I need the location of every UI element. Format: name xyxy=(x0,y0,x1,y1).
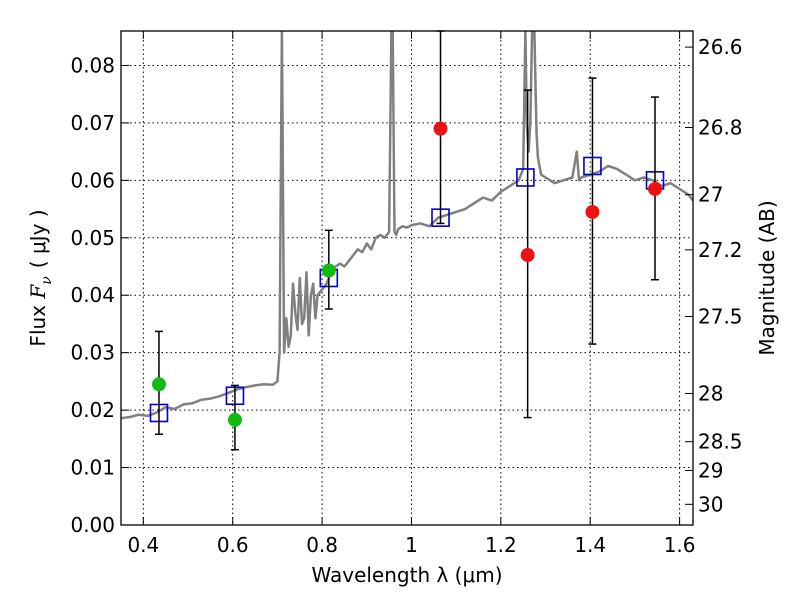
x-tick-label: 0.8 xyxy=(306,533,338,557)
y-axis-label-subscript: ν xyxy=(39,276,55,285)
data-point xyxy=(321,263,336,278)
right-tick-label: 27.2 xyxy=(698,238,743,262)
plot-frame xyxy=(120,30,694,526)
x-tick-label: 1.6 xyxy=(664,533,696,557)
right-tick-label: 26.8 xyxy=(698,116,743,140)
right-axis-label: Magnitude (AB) xyxy=(755,200,779,355)
y-tick-label: 0.06 xyxy=(70,168,115,192)
y-axis-label-unit: ( μJy ) xyxy=(26,209,50,268)
sed-model-line-group xyxy=(121,31,693,420)
data-point xyxy=(585,204,600,219)
tick-labels: 0.4 0.6 0.8 1 1.2 1.4 1.6 0.00 0.01 0.02 0.03 0.04 0… xyxy=(70,35,742,557)
y-tick-label: 0.01 xyxy=(70,456,115,480)
y-tick-label: 0.03 xyxy=(70,341,115,365)
right-tick-label: 27.5 xyxy=(698,304,743,328)
right-tick-label: 30 xyxy=(698,492,723,516)
data-point xyxy=(227,412,242,427)
y-axis-label-prefix: Flux xyxy=(26,299,50,347)
x-tick-label: 0.4 xyxy=(127,533,159,557)
y-tick-label: 0.08 xyxy=(70,53,115,77)
data-points-group xyxy=(151,121,663,427)
axis-ticks xyxy=(121,31,693,526)
x-tick-label: 1.2 xyxy=(485,533,517,557)
data-point xyxy=(433,121,448,136)
data-point xyxy=(648,181,663,196)
y-tick-label: 0.05 xyxy=(70,226,115,250)
model-photometry-square xyxy=(516,168,535,187)
data-point xyxy=(151,377,166,392)
y-tick-label: 0.02 xyxy=(70,398,115,422)
right-tick-label: 26.6 xyxy=(698,35,743,59)
right-tick-label: 27 xyxy=(698,183,723,207)
data-point xyxy=(520,248,535,263)
x-axis-label: Wavelength λ (μm) xyxy=(311,563,502,587)
right-tick-label: 28.5 xyxy=(698,430,743,454)
y-tick-label: 0.04 xyxy=(70,283,115,307)
y-tick-label: 0.07 xyxy=(70,111,115,135)
y-axis-label-symbol: F xyxy=(26,284,50,300)
right-tick-label: 29 xyxy=(698,458,723,482)
sed-model-line xyxy=(121,31,693,420)
y-tick-label: 0.00 xyxy=(70,513,115,537)
right-tick-label: 28 xyxy=(698,381,723,405)
x-tick-label: 1 xyxy=(405,533,418,557)
y-axis-label: Flux Fν ( μJy ) xyxy=(26,209,55,346)
x-tick-label: 0.6 xyxy=(217,533,249,557)
x-tick-label: 1.4 xyxy=(574,533,606,557)
plot-background xyxy=(121,31,693,525)
